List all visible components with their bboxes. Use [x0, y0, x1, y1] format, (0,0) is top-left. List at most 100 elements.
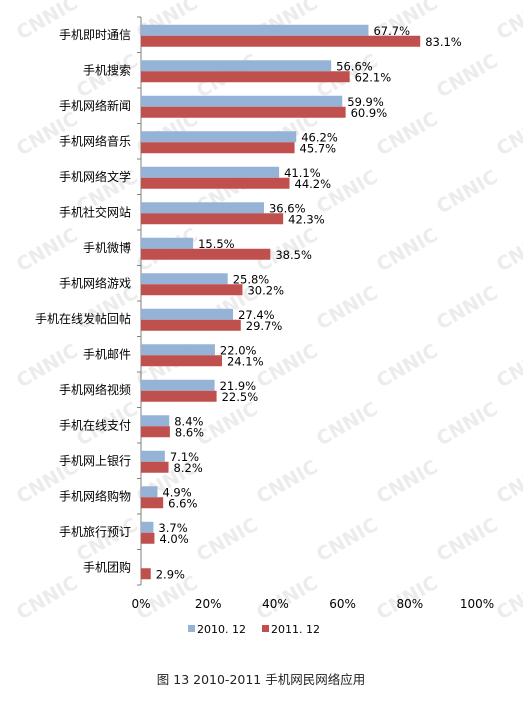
- bar-2010: [141, 60, 332, 72]
- watermark-text: CNNIC: [493, 572, 523, 624]
- bar-2010: [141, 308, 234, 320]
- watermark-text: CNNIC: [433, 514, 502, 566]
- data-label: 38.5%: [275, 248, 312, 262]
- category-label: 手机邮件: [83, 347, 131, 361]
- watermark-text: CNNIC: [433, 398, 502, 450]
- data-label: 7.1%: [170, 450, 199, 464]
- data-label: 42.3%: [288, 212, 325, 226]
- watermark-text: CNNIC: [493, 340, 523, 392]
- bar-2010: [141, 131, 297, 143]
- category-label: 手机网络音乐: [59, 133, 131, 148]
- watermark-text: CNNIC: [433, 166, 502, 218]
- category-label: 手机微博: [83, 240, 131, 255]
- watermark-text: CNNIC: [373, 224, 442, 276]
- data-label: 36.6%: [269, 201, 306, 215]
- bar-2010: [141, 202, 264, 214]
- bar-2011: [141, 35, 421, 47]
- bar-2010: [141, 273, 228, 285]
- data-label: 30.2%: [247, 283, 284, 297]
- data-label: 44.2%: [295, 177, 332, 191]
- bar-2011: [141, 319, 241, 331]
- bar-2011: [141, 390, 217, 402]
- bar-2011: [141, 461, 169, 473]
- data-label: 4.9%: [162, 485, 191, 499]
- category-label: 手机旅行预订: [59, 525, 131, 539]
- watermark-text: CNNIC: [313, 514, 382, 566]
- bar-2011: [141, 106, 346, 118]
- data-label: 8.2%: [174, 461, 203, 475]
- watermark-text: CNNIC: [193, 514, 262, 566]
- bar-2011: [141, 248, 271, 260]
- bar-2010: [141, 379, 215, 391]
- x-tick-label: 40%: [262, 597, 289, 611]
- category-label: 手机在线发帖回帖: [35, 311, 131, 326]
- category-label: 手机网络新闻: [59, 98, 131, 113]
- bar-2011: [141, 142, 295, 154]
- bar-2010: [141, 95, 343, 107]
- data-label: 22.0%: [220, 343, 257, 357]
- category-label: 手机网络购物: [59, 488, 131, 503]
- category-label: 手机在线支付: [59, 418, 131, 432]
- watermark-text: CNNIC: [493, 224, 523, 276]
- bar-2011: [141, 213, 284, 225]
- data-label: 46.2%: [301, 130, 338, 144]
- data-label: 27.4%: [238, 308, 275, 322]
- bar-2010: [141, 24, 369, 36]
- data-label: 4.0%: [159, 532, 188, 546]
- bar-2011: [141, 284, 243, 296]
- x-tick-label: 60%: [329, 597, 356, 611]
- category-label: 手机搜索: [83, 62, 131, 77]
- bar-2010: [141, 344, 215, 356]
- watermark-text: CNNIC: [373, 340, 442, 392]
- x-tick-label: 20%: [195, 597, 222, 611]
- category-label: 手机社交网站: [59, 204, 131, 219]
- data-label: 3.7%: [158, 521, 187, 535]
- legend-swatch: [188, 625, 195, 632]
- bar-2011: [141, 71, 350, 83]
- data-label: 15.5%: [198, 237, 235, 251]
- watermark-text: CNNIC: [313, 398, 382, 450]
- watermark-text: CNNIC: [13, 572, 82, 624]
- x-tick-label: 100%: [460, 597, 494, 611]
- watermark-text: CNNIC: [13, 224, 82, 276]
- watermark-text: CNNIC: [253, 456, 322, 508]
- bar-2010: [141, 450, 165, 462]
- bar-2010: [141, 166, 280, 178]
- data-label: 6.6%: [168, 496, 197, 510]
- watermark-text: CNNIC: [73, 514, 142, 566]
- data-label: 24.1%: [227, 354, 264, 368]
- legend: 2010. 12 2011. 12: [188, 623, 320, 636]
- bar-2010: [141, 521, 154, 533]
- category-label: 手机即时通信: [59, 28, 131, 42]
- category-label: 手机网络视频: [59, 382, 131, 397]
- watermark-text: CNNIC: [433, 282, 502, 334]
- legend-swatch: [262, 625, 269, 632]
- data-label: 22.5%: [222, 390, 259, 404]
- legend-label: 2011. 12: [271, 623, 320, 636]
- data-label: 25.8%: [233, 272, 270, 286]
- data-label: 67.7%: [373, 24, 410, 38]
- category-label: 手机网络游戏: [59, 275, 131, 290]
- data-label: 60.9%: [351, 106, 388, 120]
- watermark-text: CNNIC: [433, 50, 502, 102]
- data-label: 21.9%: [220, 379, 257, 393]
- watermark-text: CNNIC: [493, 456, 523, 508]
- bar-2011: [141, 355, 222, 367]
- data-label: 8.6%: [175, 425, 204, 439]
- data-label: 41.1%: [284, 166, 321, 180]
- data-label: 29.7%: [246, 319, 283, 333]
- bar-2010: [141, 415, 170, 427]
- data-label: 83.1%: [425, 35, 462, 49]
- data-label: 56.6%: [336, 59, 373, 73]
- legend-label: 2010. 12: [197, 623, 246, 636]
- data-label: 45.7%: [300, 141, 337, 155]
- x-tick-label: 80%: [396, 597, 423, 611]
- data-label: 8.4%: [174, 414, 203, 428]
- bars-layer: [141, 24, 421, 580]
- data-label: 62.1%: [355, 70, 392, 84]
- bar-2010: [141, 486, 158, 498]
- bar-2011: [141, 497, 164, 509]
- watermark-text: CNNIC: [313, 166, 382, 218]
